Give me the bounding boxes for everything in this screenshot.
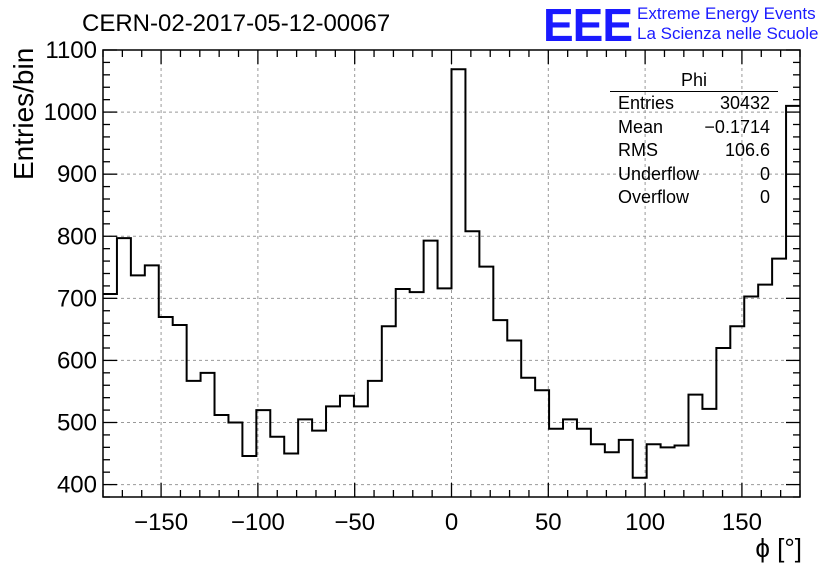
y-tick-label: 800	[57, 223, 97, 250]
y-tick-label: 400	[57, 472, 97, 499]
x-tick-label: 50	[535, 509, 562, 536]
x-tick-label: 100	[625, 509, 665, 536]
y-tick-label: 700	[57, 285, 97, 312]
axis-ticks	[102, 49, 801, 498]
x-tick-label: 0	[445, 509, 458, 536]
y-tick-labels: 400 500 600 700 800 900 1000 1100	[44, 37, 97, 499]
y-tick-label: 1000	[44, 99, 97, 126]
chart-title: CERN-02-2017-05-12-00067	[82, 10, 391, 37]
stats-row-rms: RMS 106.6	[610, 139, 778, 163]
stats-label: RMS	[618, 140, 658, 160]
y-tick-label: 900	[57, 161, 97, 188]
logo-line-2: La Scienza nelle Scuole	[637, 24, 819, 43]
stats-value: −0.1714	[704, 116, 770, 137]
stats-row-mean: Mean −0.1714	[610, 116, 778, 140]
stats-row-overflow: Overflow 0	[610, 186, 778, 210]
histogram-outline	[103, 68, 800, 479]
stats-value: 106.6	[724, 140, 770, 160]
eee-logo: EEE	[543, 0, 633, 51]
stats-label: Entries	[618, 93, 675, 113]
stats-label: Overflow	[618, 187, 690, 207]
x-tick-label: −150	[134, 509, 188, 536]
y-tick-label: 500	[57, 410, 97, 437]
stats-title: Phi	[610, 70, 778, 92]
stats-row-underflow: Underflow 0	[610, 163, 778, 187]
y-tick-label: 1100	[45, 37, 97, 64]
stats-row-entries: Entries 30432	[610, 92, 778, 116]
x-tick-label: −50	[334, 509, 375, 536]
logo-line-1: Extreme Energy Events	[637, 4, 816, 23]
x-axis-label: ϕ [°]	[755, 533, 802, 563]
stats-value: 0	[759, 187, 770, 207]
y-tick-label: 600	[57, 347, 97, 374]
x-tick-label: −100	[231, 509, 285, 536]
stats-value: 30432	[719, 93, 770, 113]
stats-value: 0	[759, 163, 770, 184]
stats-label: Underflow	[618, 163, 700, 184]
x-tick-labels: −150 −100 −50 0 50 100 150	[134, 509, 762, 536]
stats-label: Mean	[618, 116, 664, 137]
stats-box: Phi Entries 30432 Mean −0.1714 RMS 106.6…	[610, 70, 778, 210]
y-axis-label: Entries/bin	[8, 47, 39, 180]
x-tick-label: 150	[722, 509, 762, 536]
